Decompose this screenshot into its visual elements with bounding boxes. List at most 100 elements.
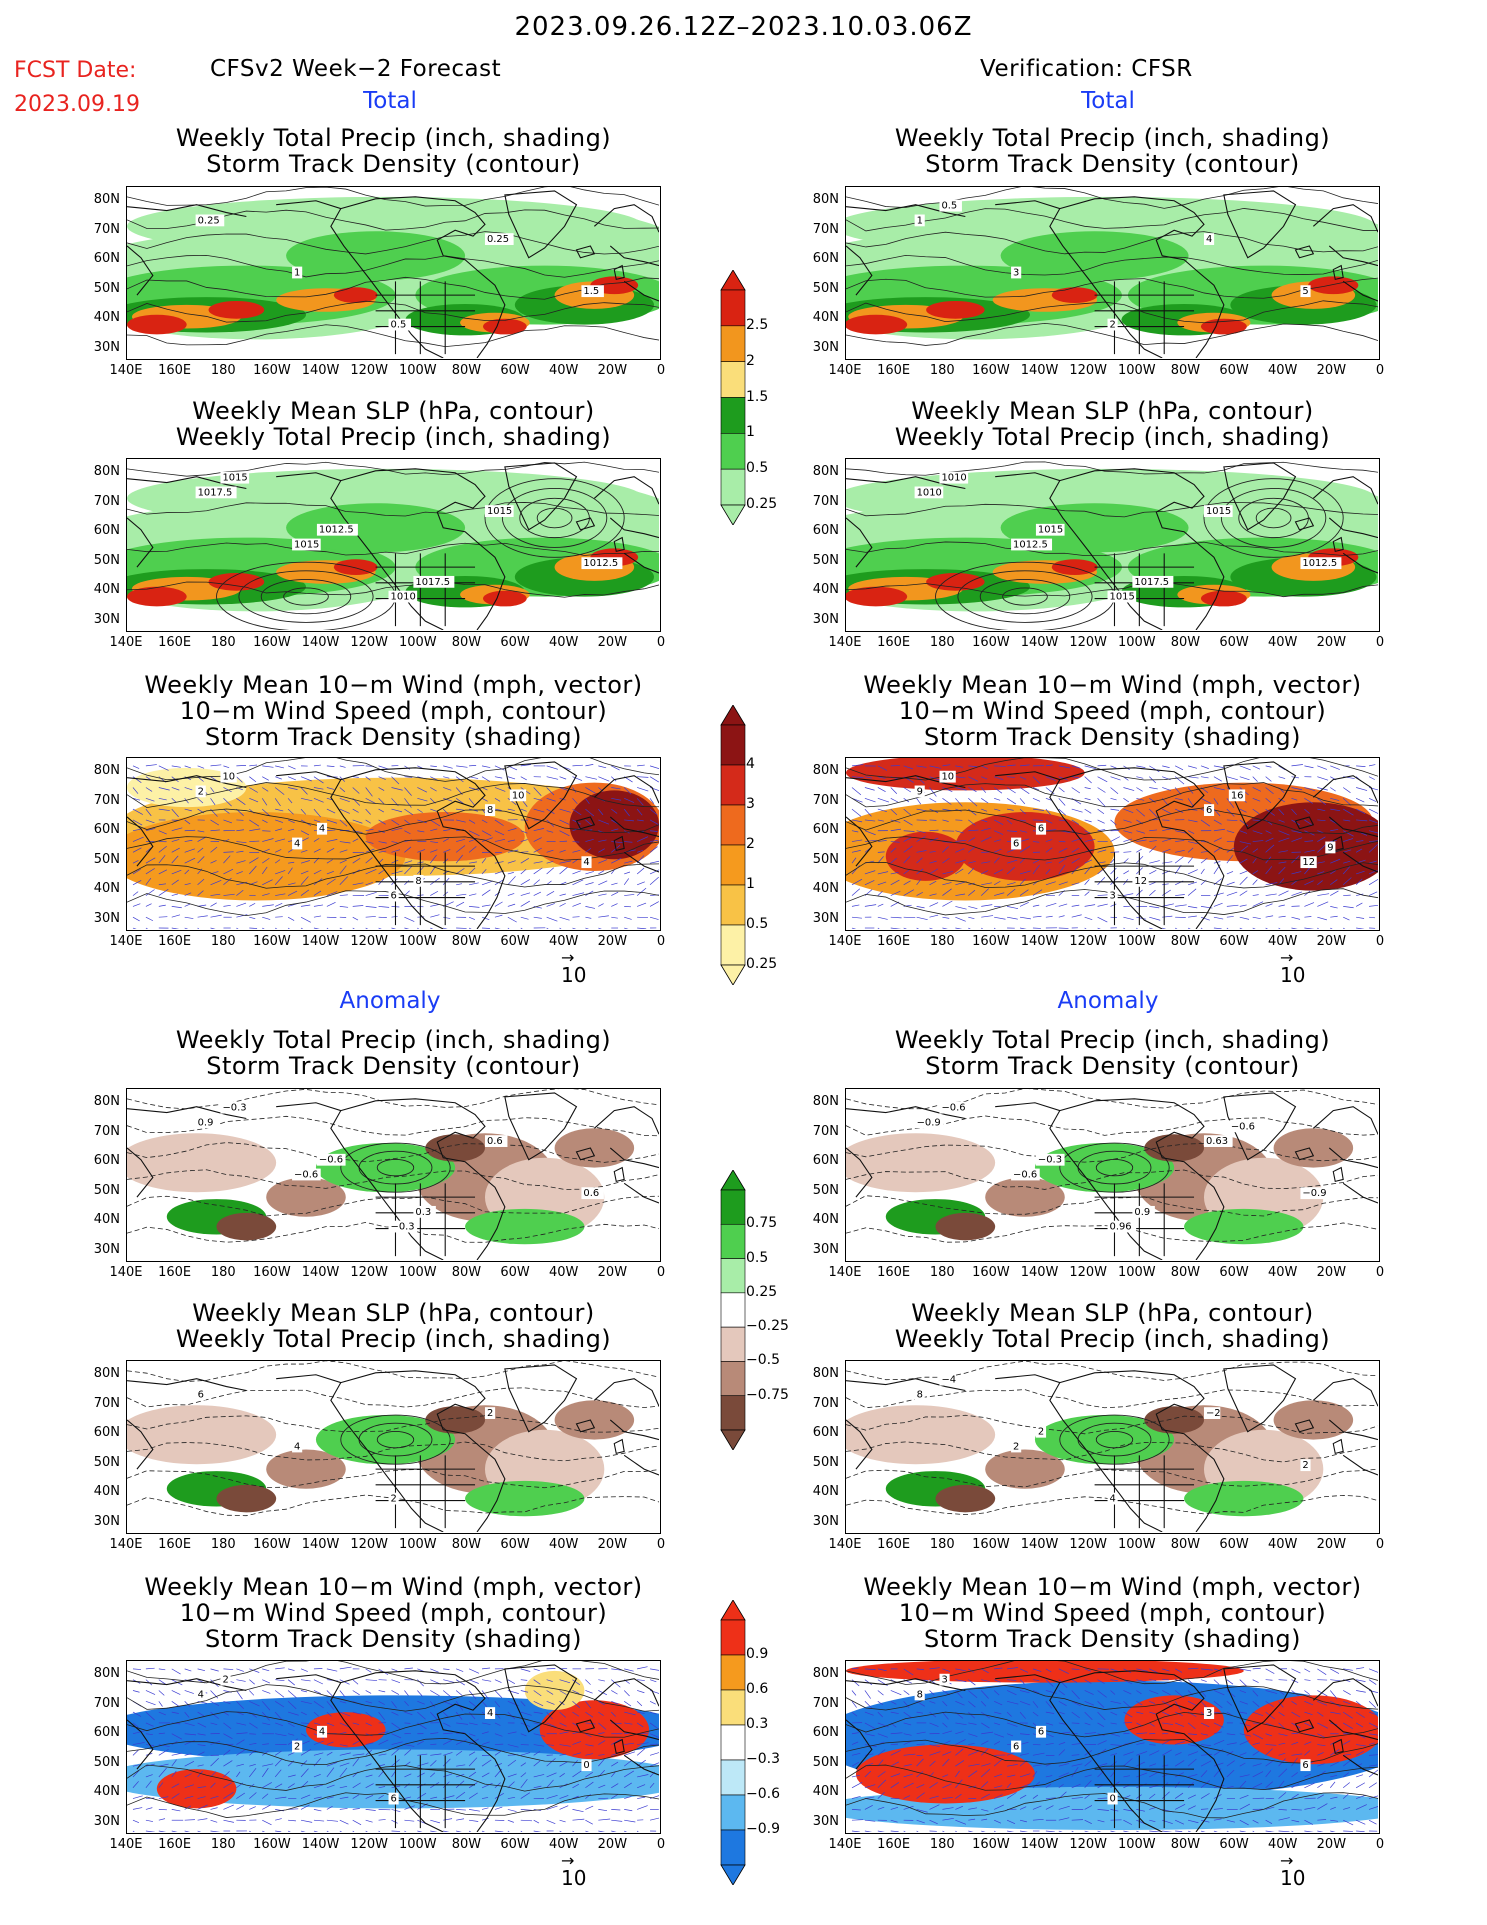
lon-label: 180 xyxy=(929,1837,955,1852)
colorbar-label: 1.5 xyxy=(746,388,769,405)
svg-text:8: 8 xyxy=(487,805,493,816)
svg-text:1015: 1015 xyxy=(294,539,319,550)
svg-text:3: 3 xyxy=(1013,267,1019,278)
lon-label: 80W xyxy=(451,1837,482,1852)
svg-text:2: 2 xyxy=(1302,1460,1308,1471)
lat-label: 80N xyxy=(93,1666,120,1681)
lon-label: 160E xyxy=(877,1265,911,1280)
lon-label: 160W xyxy=(253,635,291,650)
lon-label: 80W xyxy=(1170,934,1201,949)
svg-text:4: 4 xyxy=(319,824,325,835)
svg-text:6: 6 xyxy=(198,1389,204,1400)
lon-label: 0 xyxy=(656,635,666,650)
svg-text:−0.3: −0.3 xyxy=(1038,1155,1062,1166)
svg-text:2: 2 xyxy=(222,1675,228,1686)
colorbar-label: 0.5 xyxy=(746,1249,769,1266)
lat-label: 40N xyxy=(812,1784,839,1799)
lat-label: 80N xyxy=(812,1666,839,1681)
svg-text:6: 6 xyxy=(1013,1741,1019,1752)
lon-label: 160E xyxy=(158,1537,192,1552)
lon-label: 100W xyxy=(398,363,437,378)
lon-label: 60W xyxy=(1219,635,1249,650)
lat-label: 30N xyxy=(93,1513,120,1529)
lat-label: 70N xyxy=(812,1695,839,1711)
lon-label: 100W xyxy=(1117,1537,1156,1552)
lat-label: 40N xyxy=(812,310,839,325)
svg-text:1017.5: 1017.5 xyxy=(1134,577,1169,588)
lon-label: 40W xyxy=(1268,363,1298,378)
lon-label: 140E xyxy=(828,1265,862,1280)
lon-label: 80W xyxy=(1170,1837,1201,1852)
svg-text:0.9: 0.9 xyxy=(198,1117,214,1128)
panel-title-r4-line1: Weekly Total Precip (inch, shading) xyxy=(894,1026,1331,1054)
map-panel-r5: 8 2 4 −2 2 −4 2 xyxy=(845,1360,1380,1534)
lat-label: 30N xyxy=(93,1241,120,1257)
lon-label: 0 xyxy=(1375,363,1385,378)
panel-title-r4-line2: Storm Track Density (contour) xyxy=(925,1052,1300,1080)
lat-label: 70N xyxy=(93,493,120,509)
section-anomaly-left: Anomaly xyxy=(339,988,441,1014)
svg-text:1012.5: 1012.5 xyxy=(1013,539,1048,550)
lat-label: 40N xyxy=(93,310,120,325)
lon-label: 80W xyxy=(451,934,482,949)
lon-label: 20W xyxy=(1316,1537,1347,1552)
lat-label: 60N xyxy=(812,1153,839,1168)
svg-text:1012.5: 1012.5 xyxy=(583,558,618,569)
lon-label: 140E xyxy=(828,635,862,650)
lon-label: 160W xyxy=(253,1537,291,1552)
svg-text:0.9: 0.9 xyxy=(1134,1207,1150,1218)
colorbar-label: 2 xyxy=(746,352,755,369)
lon-label: 60W xyxy=(500,1837,530,1852)
lon-label: 140W xyxy=(1020,635,1059,650)
lat-label: 60N xyxy=(93,1425,120,1440)
lat-label: 50N xyxy=(93,1454,120,1470)
lon-label: 140W xyxy=(301,1537,340,1552)
vector-reference-label: 10 xyxy=(561,963,587,987)
panel-title-l1-line2: Storm Track Density (contour) xyxy=(206,150,581,178)
lat-label: 60N xyxy=(93,1725,120,1740)
lon-label: 60W xyxy=(1219,363,1249,378)
lat-label: 40N xyxy=(812,1212,839,1227)
lon-label: 160W xyxy=(972,363,1010,378)
svg-text:0.63: 0.63 xyxy=(1206,1136,1228,1147)
svg-text:16: 16 xyxy=(1231,790,1244,801)
lon-label: 0 xyxy=(1375,934,1385,949)
svg-text:4: 4 xyxy=(1110,1494,1116,1505)
svg-text:1010: 1010 xyxy=(917,487,942,498)
lon-label: 100W xyxy=(398,1537,437,1552)
lon-label: 140W xyxy=(1020,934,1059,949)
panel-title-r1-line2: Storm Track Density (contour) xyxy=(925,150,1300,178)
svg-text:1010: 1010 xyxy=(391,592,416,603)
svg-text:−0.9: −0.9 xyxy=(917,1117,941,1128)
lat-label: 80N xyxy=(812,464,839,479)
lon-label: 100W xyxy=(1117,1265,1156,1280)
lat-label: 50N xyxy=(812,552,839,568)
lon-label: 40W xyxy=(549,1265,579,1280)
lat-label: 70N xyxy=(93,1395,120,1411)
svg-text:4: 4 xyxy=(294,1441,300,1452)
svg-text:−2: −2 xyxy=(1206,1408,1221,1419)
lat-label: 40N xyxy=(93,1212,120,1227)
lon-label: 120W xyxy=(350,363,388,378)
svg-text:6: 6 xyxy=(1038,1727,1044,1738)
lon-label: 60W xyxy=(1219,1537,1249,1552)
fcst-date-value: 2023.09.19 xyxy=(14,92,140,117)
colorbar-label: 0.5 xyxy=(746,916,769,932)
lon-label: 80W xyxy=(1170,1537,1201,1552)
colorbar-label: 1 xyxy=(746,876,755,892)
lat-label: 40N xyxy=(93,1484,120,1499)
lon-label: 40W xyxy=(1268,1537,1298,1552)
colorbar-label: 3 xyxy=(746,796,755,812)
lon-label: 140W xyxy=(301,1265,340,1280)
svg-text:1010: 1010 xyxy=(941,473,966,484)
lon-label: 40W xyxy=(1268,1265,1298,1280)
lon-label: 160E xyxy=(877,934,911,949)
lat-label: 60N xyxy=(812,1725,839,1740)
lat-label: 50N xyxy=(93,1754,120,1770)
lat-label: 80N xyxy=(812,763,839,778)
lon-label: 180 xyxy=(210,1265,236,1280)
lon-label: 60W xyxy=(500,363,530,378)
panel-title-r3-line1: Weekly Mean 10−m Wind (mph, vector) xyxy=(863,671,1362,699)
lon-label: 60W xyxy=(1219,934,1249,949)
lon-label: 180 xyxy=(929,1265,955,1280)
